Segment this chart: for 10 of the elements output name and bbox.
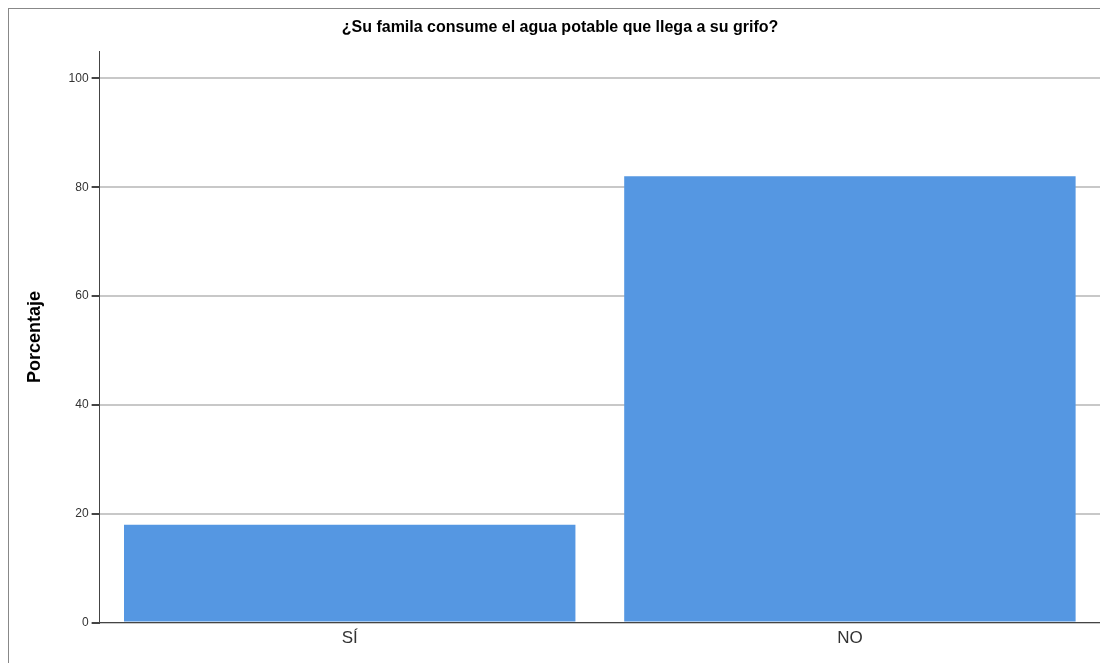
y-tick-label: 40: [75, 397, 89, 412]
y-tick-label: 80: [75, 179, 89, 194]
x-tick-label: NO: [837, 628, 863, 648]
y-tick-label: 20: [75, 506, 89, 521]
y-tick-label: 100: [68, 70, 89, 85]
y-tick-label: 0: [81, 614, 89, 629]
chart-title: ¿Su famila consume el agua potable que llega a su grifo?: [341, 18, 779, 36]
y-tick-label: 60: [75, 288, 89, 303]
x-tick-label: SÍ: [341, 628, 359, 648]
y-axis-title: Porcentaje: [23, 290, 44, 383]
